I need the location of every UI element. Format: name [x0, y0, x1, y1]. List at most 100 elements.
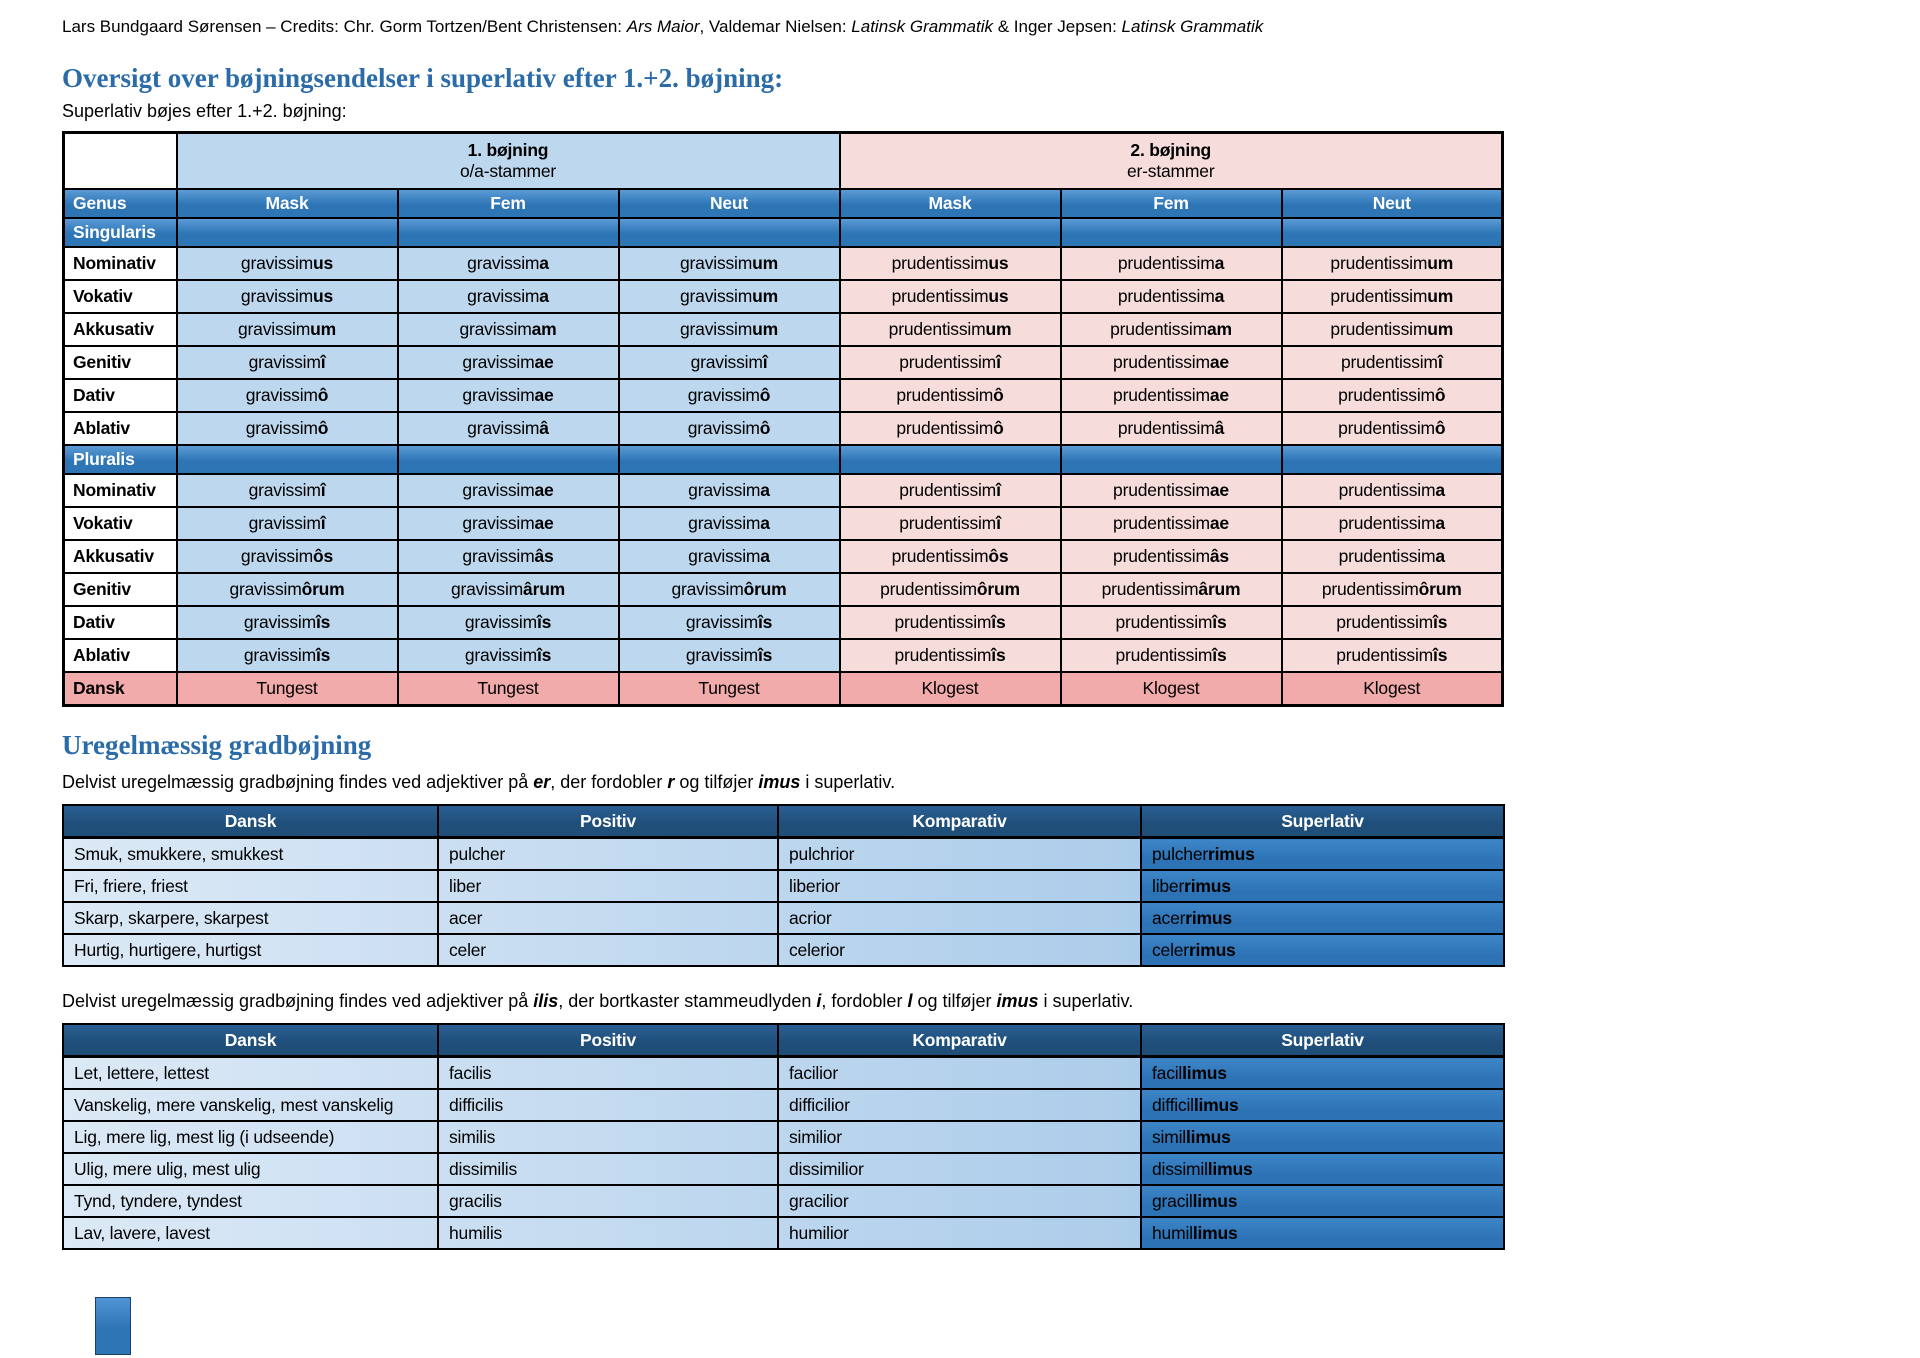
adjective-cell: acrior: [777, 901, 1142, 935]
superlative-declension-table-body: 1. bøjning o/a-stammer 2. bøjning er-stamme…: [62, 131, 1504, 707]
declension-group-header: 2. bøjning er-stammer: [838, 131, 1504, 190]
bold-ending: ae: [534, 385, 554, 405]
bold-ending: a: [760, 480, 770, 500]
text-segment: Latinsk Grammatik: [1121, 17, 1264, 36]
adjective-cell: dissimilis: [437, 1152, 779, 1186]
number-band-label: Pluralis: [62, 444, 178, 475]
bold-ending: â: [1214, 418, 1225, 438]
column-header: Positiv: [437, 1023, 779, 1058]
bold-ending: â: [539, 418, 549, 438]
text-segment: Delvist uregelmæssig gradbøjning findes …: [62, 991, 534, 1011]
document-page: Lars Bundgaard Sørensen – Credits: Chr. …: [62, 0, 1505, 1250]
genus-header-row: Genus Mask Fem Neut Mask Fem Neut: [62, 188, 1504, 219]
adjective-row: Hurtig, hurtigere, hurtigst celer celerior…: [62, 933, 1505, 967]
genus-column-cell: Fem: [1059, 188, 1283, 219]
form-cell: gravissimî: [617, 345, 841, 380]
bold-ending: limus: [1182, 1062, 1227, 1083]
text-segment: , der bortkaster stammeudlyden: [558, 991, 817, 1011]
superlative-cell: celerrimus: [1140, 933, 1505, 967]
bold-ending: ôrum: [301, 579, 345, 599]
adjective-row: Skarp, skarpere, skarpest acer acrior acerr…: [62, 901, 1505, 935]
adjective-cell: Lav, lavere, lavest: [62, 1216, 439, 1250]
superlative-cell: gracillimus: [1140, 1184, 1505, 1218]
text-segment: i superlativ.: [800, 772, 896, 792]
dansk-value-cell: Klogest: [1280, 671, 1504, 707]
form-cell: prudentissimus: [838, 246, 1062, 281]
case-row: Dativ gravissimîs gravissimîs gravissimîs pr…: [62, 605, 1504, 640]
bold-ending: îs: [536, 612, 552, 632]
adjective-cell: humilior: [777, 1216, 1142, 1250]
bold-ending: ae: [534, 480, 554, 500]
bold-ending: ô: [317, 385, 329, 405]
form-cell: prudentissima: [1059, 279, 1283, 314]
text-segment: Lars Bundgaard Sørensen – Credits: Chr. …: [62, 17, 627, 36]
form-cell: prudentissima: [1059, 246, 1283, 281]
case-row: Dativ gravissimô gravissimae gravissimô prud…: [62, 378, 1504, 413]
dansk-value-cell: Tungest: [175, 671, 399, 707]
bold-ending: ô: [759, 418, 771, 438]
number-band-row: Pluralis: [62, 444, 1504, 475]
form-cell: gravissima: [617, 506, 841, 541]
number-band-cell: [617, 217, 841, 248]
form-cell: gravissimae: [396, 506, 620, 541]
dansk-row: Dansk Tungest Tungest Tungest Klogest Klogest…: [62, 671, 1504, 707]
bold-ending: ae: [534, 513, 554, 533]
column-header: Superlativ: [1140, 804, 1505, 839]
form-cell: prudentissimî: [1280, 345, 1504, 380]
er-adjectives-table-body: Smuk, smukkere, smukkest pulcher pulchrior…: [62, 836, 1505, 967]
adjective-row: Smuk, smukkere, smukkest pulcher pulchrior…: [62, 836, 1505, 871]
bold-ending: a: [760, 546, 770, 566]
form-cell: prudentissimum: [1280, 279, 1504, 314]
bold-ending: a: [1435, 480, 1445, 500]
case-row: Ablativ gravissimô gravissimâ gravissimô pru…: [62, 411, 1504, 446]
form-cell: prudentissimam: [1059, 312, 1283, 347]
form-cell: prudentissimô: [1280, 411, 1504, 446]
form-cell: gravissimî: [175, 345, 399, 380]
superlative-cell: acerrimus: [1140, 901, 1505, 935]
bold-ending: a: [1214, 286, 1225, 306]
adjective-cell: pulcher: [437, 836, 779, 871]
bold-ending: î: [996, 352, 1001, 372]
genus-label-cell: Genus: [62, 188, 178, 219]
bold-ending: îs: [1212, 645, 1227, 665]
form-cell: prudentissimum: [838, 312, 1062, 347]
ilis-adjectives-table-body: Let, lettere, lettest facilis facilior faci…: [62, 1055, 1505, 1250]
case-row: Vokativ gravissimî gravissimae gravissima pr…: [62, 506, 1504, 541]
adjective-row: Lav, lavere, lavest humilis humilior humill…: [62, 1216, 1505, 1250]
adjective-cell: difficilis: [437, 1088, 779, 1122]
form-cell: prudentissimâs: [1059, 539, 1283, 574]
text-segment: r: [667, 772, 675, 792]
form-cell: prudentissimae: [1059, 378, 1283, 413]
case-label-cell: Genitiv: [62, 572, 178, 607]
number-band-cell: [396, 444, 620, 475]
form-cell: prudentissimîs: [1280, 638, 1504, 673]
bold-ending: um: [310, 319, 336, 339]
bold-ending: a: [760, 513, 770, 533]
credits-line: Lars Bundgaard Sørensen – Credits: Chr. …: [62, 0, 1503, 38]
case-label-cell: Akkusativ: [62, 539, 178, 574]
bold-ending: um: [1427, 319, 1454, 339]
form-cell: gravissimae: [396, 345, 620, 380]
bold-ending: î: [996, 513, 1001, 533]
genus-column-cell: Mask: [175, 188, 399, 219]
form-cell: prudentissimâ: [1059, 411, 1283, 446]
bold-ending: ôrum: [743, 579, 787, 599]
text-segment: og tilføjer: [674, 772, 759, 792]
adjective-cell: Smuk, smukkere, smukkest: [62, 836, 439, 871]
text-segment: , fordobler: [821, 991, 908, 1011]
form-cell: gravissimôs: [175, 539, 399, 574]
ilis-adjectives-table-head: Dansk Positiv Komparativ Superlativ: [62, 1023, 1505, 1058]
form-cell: prudentissimae: [1059, 506, 1283, 541]
adjective-cell: celerior: [777, 933, 1142, 967]
case-label-cell: Nominativ: [62, 246, 178, 281]
form-cell: gravissimum: [175, 312, 399, 347]
adjective-row: Fri, friere, friest liber liberior liberrim…: [62, 869, 1505, 903]
group-title: 2. bøjning: [1130, 140, 1212, 160]
case-row: Akkusativ gravissimum gravissimam gravissim…: [62, 312, 1504, 347]
adjective-cell: Let, lettere, lettest: [62, 1055, 439, 1090]
column-header: Dansk: [62, 1023, 439, 1058]
adjective-row: Tynd, tyndere, tyndest gracilis gracilior g…: [62, 1184, 1505, 1218]
case-label-cell: Dativ: [62, 378, 178, 413]
case-row: Ablativ gravissimîs gravissimîs gravissimîs…: [62, 638, 1504, 673]
form-cell: prudentissimae: [1059, 345, 1283, 380]
